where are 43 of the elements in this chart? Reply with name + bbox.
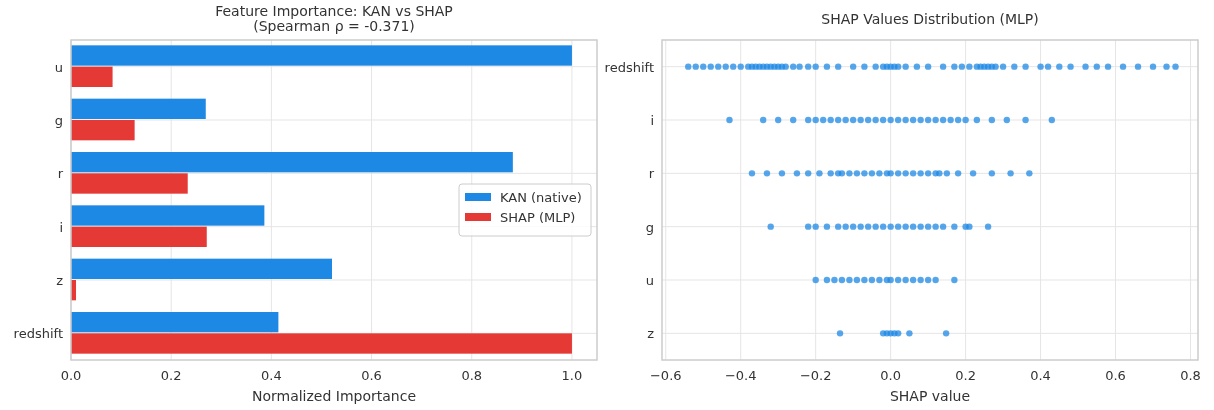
y-tick-label: u [54,59,63,75]
bar [71,45,572,66]
bar [71,226,207,247]
y-tick-label: redshift [604,59,654,75]
y-tick-label: g [645,219,654,235]
x-tick-label: 0.6 [1105,368,1126,383]
y-tick-label: redshift [13,326,63,342]
y-tick-label: z [56,273,64,288]
x-axis-title: Normalized Importance [251,388,417,404]
y-tick-label: z [647,326,655,342]
bar [71,98,206,119]
x-tick-label: 0.6 [361,368,382,383]
bar [71,258,332,279]
x-tick-label: −0.2 [799,368,832,383]
x-tick-label: 0.8 [1180,368,1201,383]
chart-title: SHAP Values Distribution (MLP) [821,11,1039,27]
y-tick-label: r [57,166,64,182]
x-tick-label: 0.8 [461,368,483,383]
bar [71,173,188,194]
x-tick-label: 0.4 [1030,368,1051,383]
x-tick-label: 0.0 [60,368,82,383]
legend-label: KAN (native) [500,190,582,205]
y-tick-label: i [59,219,63,235]
x-tick-label: −0.4 [724,368,757,383]
chart-title: Feature Importance: KAN vs SHAP (Spearman ρ = -0.371) [215,3,453,34]
bar [71,333,572,354]
y-tick-label: g [54,113,63,128]
x-tick-label: −0.6 [649,368,682,383]
bar [71,205,265,226]
x-tick-label: 0.0 [880,368,901,383]
bar [71,66,113,87]
x-tick-label: 0.2 [955,368,976,383]
y-tick-label: u [645,273,654,288]
x-tick-label: 0.2 [160,368,182,383]
legend-label: SHAP (MLP) [500,210,576,225]
bar [71,152,513,173]
x-axis-title: SHAP value [889,388,971,404]
y-tick-label: i [650,113,654,128]
x-tick-label: 1.0 [561,368,583,383]
bar [71,120,135,141]
bar [71,312,279,333]
y-tick-label: r [648,166,655,182]
x-tick-label: 0.4 [261,368,282,383]
